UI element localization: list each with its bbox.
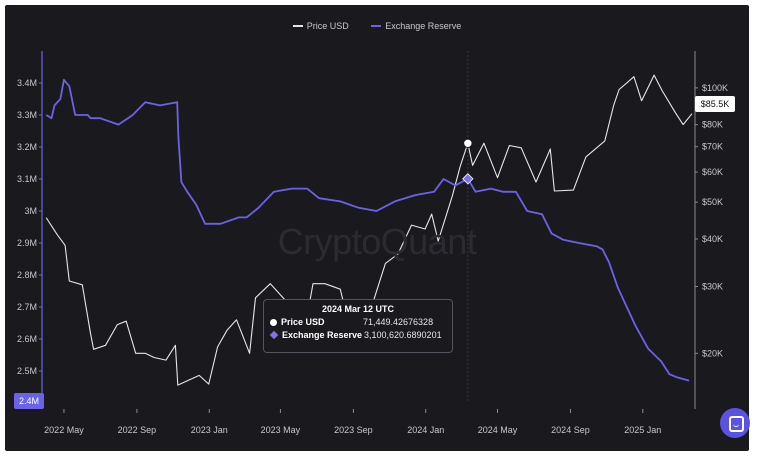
right-tick-label: $20K — [702, 348, 723, 358]
x-tick-label: 2022 Sep — [118, 425, 157, 435]
x-tick-label: 2024 Jan — [407, 425, 444, 435]
x-tick-label: 2023 May — [261, 425, 301, 435]
tooltip-price-label: Price USD — [281, 317, 325, 327]
tooltip-reserve-label: Exchange Reserve — [282, 330, 363, 340]
right-tick-label: $30K — [702, 281, 723, 291]
right-axis-current-price: $85.5K — [695, 96, 735, 112]
exchange-reserve-line[interactable] — [45, 78, 690, 382]
reserve-highlight-point[interactable] — [462, 173, 474, 185]
legend-reserve-label: Exchange Reserve — [385, 21, 462, 31]
x-tick-label: 2023 Jan — [191, 425, 228, 435]
price-dot-icon — [270, 318, 277, 326]
chat-button[interactable] — [720, 408, 750, 438]
tooltip-price-value: 71,449.42676328 — [363, 317, 434, 327]
chart-panel: 2.5M 2.6M 2.7M 2.8M 2.9M 3M 3.1M 3.2M 3.3M 3.4M $2… — [5, 5, 749, 451]
tooltip-price-row: Price USD 71,449.42676328 — [270, 317, 452, 327]
left-tick-label: 3M — [24, 206, 37, 216]
right-tick-label: $70K — [702, 142, 723, 152]
tooltip-reserve-value: 3,100,620.6890201 — [364, 330, 442, 340]
left-tick-label: 3.2M — [17, 142, 37, 152]
right-tick-label: $40K — [702, 234, 723, 244]
legend-item-reserve[interactable]: Exchange Reserve — [371, 21, 461, 31]
watermark: CryptoQuant — [277, 221, 477, 262]
tooltip-reserve-row: Exchange Reserve 3,100,620.6890201 — [269, 330, 452, 340]
x-tick-label: 2025 Jan — [624, 425, 661, 435]
x-tick-label: 2023 Sep — [334, 425, 373, 435]
reserve-diamond-icon — [269, 330, 279, 340]
price-highlight-point[interactable] — [463, 138, 473, 148]
left-tick-label: 2.6M — [17, 334, 37, 344]
left-tick-label: 3.1M — [17, 174, 37, 184]
left-tick-label: 3.4M — [17, 78, 37, 88]
legend-price-label: Price USD — [306, 21, 349, 31]
x-tick-label: 2024 Sep — [551, 425, 590, 435]
legend-item-price[interactable]: Price USD — [292, 21, 349, 31]
x-tick-label: 2022 May — [44, 425, 84, 435]
left-tick-label: 3.3M — [17, 110, 37, 120]
left-tick-label: 2.8M — [17, 270, 37, 280]
chart-legend: Price USD Exchange Reserve — [5, 19, 749, 31]
legend-reserve-swatch — [371, 25, 382, 27]
right-tick-label: $50K — [702, 197, 723, 207]
left-tick-label: 2.5M — [17, 366, 37, 376]
chat-bubble-icon — [729, 416, 744, 432]
left-tick-label: 2.9M — [17, 238, 37, 248]
chart-canvas[interactable]: 2.5M 2.6M 2.7M 2.8M 2.9M 3M 3.1M 3.2M 3.3M 3.4M $2… — [5, 5, 749, 451]
right-tick-label: $80K — [702, 120, 723, 130]
tooltip-date: 2024 Mar 12 UTC — [321, 304, 395, 314]
right-tick-label: $60K — [702, 167, 723, 177]
left-axis-current-value: 2.4M — [14, 393, 44, 409]
x-tick-label: 2024 May — [478, 425, 518, 435]
left-tick-label: 2.7M — [17, 302, 37, 312]
chart-tooltip: 2024 Mar 12 UTC Price USD 71,449.4267632… — [263, 299, 453, 353]
right-tick-label: $100K — [702, 83, 728, 93]
legend-price-swatch — [292, 25, 303, 27]
